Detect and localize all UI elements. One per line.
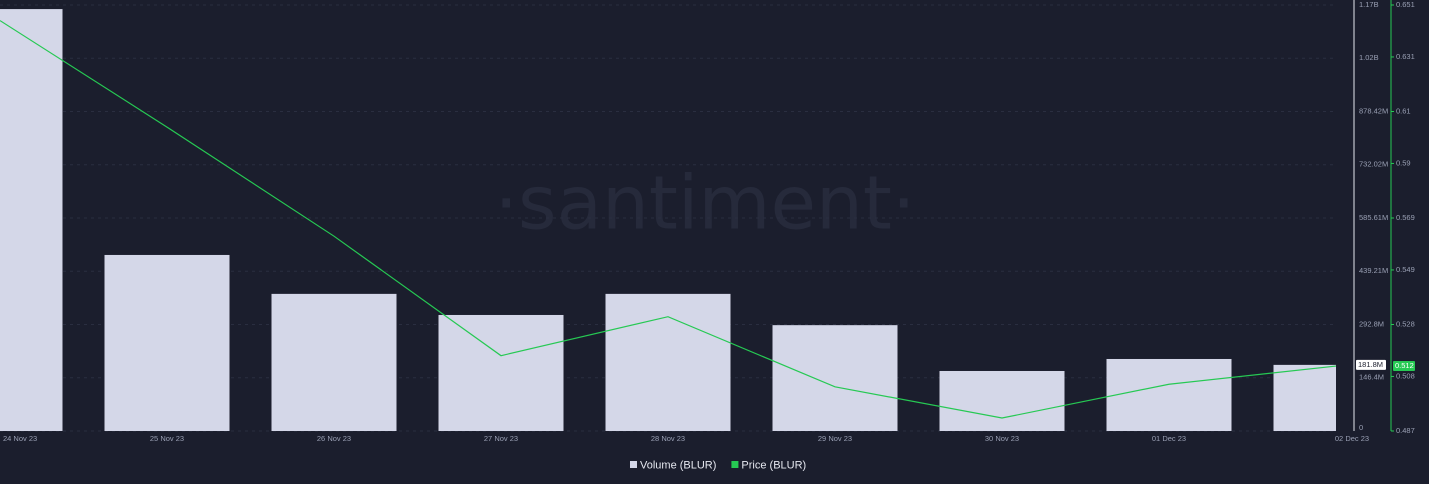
bar (605, 293, 731, 431)
bar (0, 9, 63, 432)
price-line (0, 20, 1336, 419)
legend-swatch (630, 461, 637, 468)
axes: 0 146.4M 292.8M 439.21M 585.61M 732.02M 878.42… (3, 0, 1415, 443)
legend-label: Price (BLUR) (741, 459, 806, 471)
x-tick-label: 28 Nov 23 (651, 434, 685, 443)
x-tick-label: 02 Dec 23 (1335, 434, 1369, 443)
bars (0, 9, 1336, 432)
y2-tick-label: 0.651 (1396, 0, 1415, 9)
x-tick-label: 27 Nov 23 (484, 434, 518, 443)
y-tick-label: 0 (1359, 423, 1363, 432)
watermark: ·santiment· (495, 161, 916, 247)
y2-tick-label: 0.508 (1396, 371, 1415, 380)
x-tick-label: 01 Dec 23 (1152, 434, 1186, 443)
legend-label: Volume (BLUR) (640, 459, 716, 471)
y2-tick-label: 0.487 (1396, 426, 1415, 435)
legend: Volume (BLUR) Price (BLUR) (630, 459, 806, 471)
y-tick-label: 146.4M (1359, 373, 1384, 382)
value-label: 0.512 (1395, 361, 1414, 370)
y-tick-label: 1.17B (1359, 0, 1379, 9)
bar (1273, 364, 1336, 431)
y2-tick-label: 0.549 (1396, 265, 1415, 274)
bar (939, 370, 1065, 431)
y-tick-label: 878.42M (1359, 106, 1388, 115)
y-tick-label: 292.8M (1359, 319, 1384, 328)
x-tick-label: 30 Nov 23 (985, 434, 1019, 443)
legend-swatch (731, 461, 739, 468)
y-tick-label: 585.61M (1359, 213, 1388, 222)
value-label: 181.8M (1358, 360, 1383, 369)
x-tick-label: 24 Nov 23 (3, 434, 37, 443)
x-tick-label: 29 Nov 23 (818, 434, 852, 443)
y-tick-label: 439.21M (1359, 266, 1388, 275)
y2-tick-label: 0.59 (1396, 158, 1411, 167)
y-tick-label: 732.02M (1359, 160, 1388, 169)
x-tick-label: 25 Nov 23 (150, 434, 184, 443)
y2-tick-label: 0.528 (1396, 319, 1415, 328)
bar (438, 314, 564, 431)
bar (772, 325, 898, 431)
y2-tick-label: 0.631 (1396, 52, 1415, 61)
value-badge (1393, 361, 1415, 372)
y2-tick-label: 0.569 (1396, 213, 1415, 222)
value-badge (1356, 359, 1386, 370)
lines (0, 20, 1336, 419)
y-tick-label: 1.02B (1359, 53, 1379, 62)
bar (104, 254, 230, 431)
bar (271, 293, 397, 431)
bar (1106, 358, 1232, 431)
x-tick-label: 26 Nov 23 (317, 434, 351, 443)
y2-tick-label: 0.61 (1396, 106, 1411, 115)
